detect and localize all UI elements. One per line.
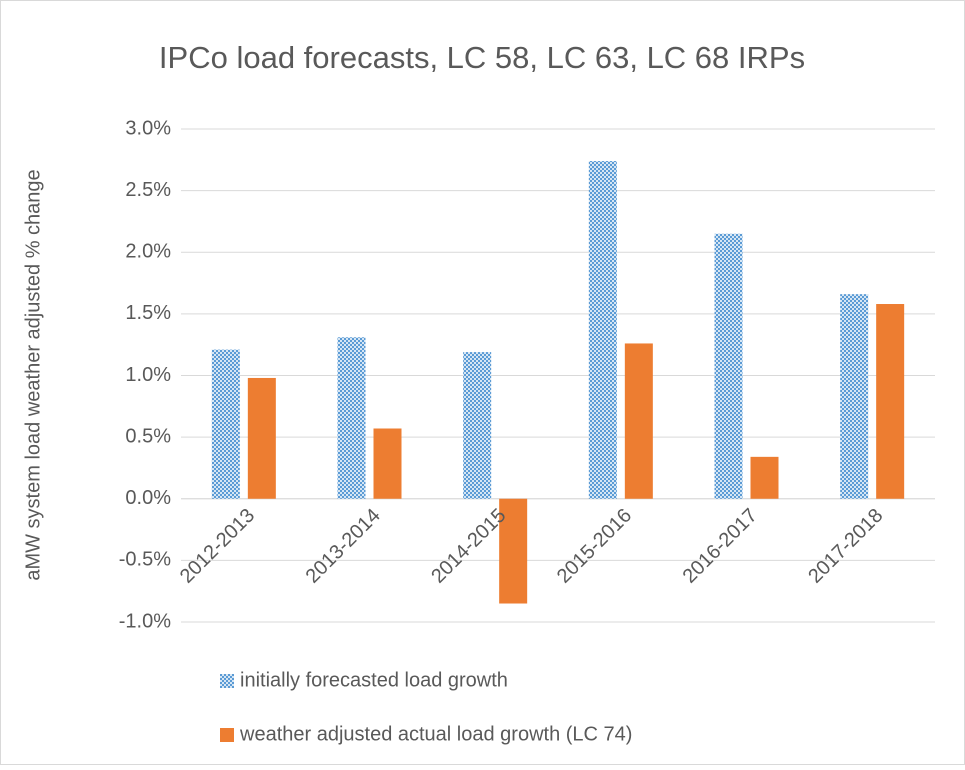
bar <box>624 343 653 499</box>
bar <box>211 349 240 499</box>
bar <box>750 456 779 499</box>
legend-label: initially forecasted load growth <box>240 669 508 691</box>
bar <box>247 377 276 499</box>
y-tick-label: 1.0% <box>125 364 171 386</box>
y-tick-label: 0.0% <box>125 487 171 509</box>
bar <box>840 294 869 499</box>
legend-swatch <box>220 728 234 742</box>
y-tick-label: 0.5% <box>125 425 171 447</box>
chart-title: IPCo load forecasts, LC 58, LC 63, LC 68… <box>159 40 805 75</box>
bar <box>714 233 743 499</box>
bar <box>499 498 528 604</box>
bar <box>588 161 617 499</box>
y-tick-label: 1.5% <box>125 302 171 324</box>
y-tick-label: 3.0% <box>125 117 171 139</box>
bar <box>876 304 905 499</box>
legend-label: weather adjusted actual load growth (LC … <box>239 723 632 745</box>
y-tick-label: 2.5% <box>125 179 171 201</box>
bar <box>373 428 402 499</box>
y-tick-label: -0.5% <box>119 549 171 571</box>
legend-swatch <box>220 674 234 688</box>
bar <box>337 337 366 499</box>
y-tick-label: -1.0% <box>119 610 171 632</box>
y-tick-label: 2.0% <box>125 241 171 263</box>
bar <box>463 352 492 499</box>
y-axis-title: aMW system load weather adjusted % chang… <box>22 169 44 580</box>
